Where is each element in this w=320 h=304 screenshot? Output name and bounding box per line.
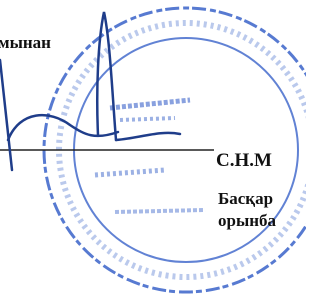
left-text: мынан [0,33,51,52]
page: мынан С.Н.М Басқар орынба (() => { const… [0,0,320,304]
signature-name: С.Н.М [216,150,272,171]
position-text: орынба [218,211,277,230]
position-text: Басқар [218,189,273,208]
scan: мынан С.Н.М Басқар орынба [0,0,306,304]
